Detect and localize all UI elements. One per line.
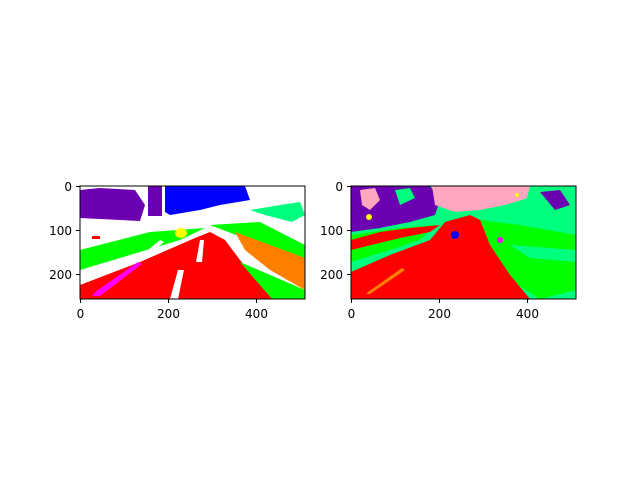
sign-blob xyxy=(515,193,519,197)
right-segmentation-image xyxy=(351,186,576,299)
y-tick-label: 0 xyxy=(335,180,343,194)
y-tick-label: 100 xyxy=(320,224,343,238)
road-stripe xyxy=(196,240,204,262)
y-tick-label: 100 xyxy=(49,224,72,238)
lane-marking xyxy=(92,262,142,296)
right-y-axis: 0 100 200 xyxy=(320,180,351,282)
building-pole xyxy=(148,186,162,216)
sky-region xyxy=(432,186,530,212)
fence-patch-right xyxy=(510,245,576,262)
vegetation-left xyxy=(80,228,205,270)
x-tick-label: 200 xyxy=(428,307,451,321)
x-tick-label: 200 xyxy=(157,307,180,321)
vegetation-right xyxy=(210,222,305,258)
right-x-axis: 0 200 400 xyxy=(348,299,539,321)
road-region xyxy=(80,232,275,299)
right-axes-frame xyxy=(350,185,577,300)
lane-marking xyxy=(366,268,405,294)
building-right xyxy=(540,190,570,210)
vegetation-bottom-right xyxy=(240,262,305,299)
sky-pred-patch xyxy=(360,188,380,210)
small-blob xyxy=(497,237,503,243)
left-y-axis: 0 100 200 xyxy=(49,180,80,282)
y-tick-label: 200 xyxy=(320,268,343,282)
sign-blob xyxy=(175,228,187,238)
building-region xyxy=(80,188,145,221)
x-tick-label: 400 xyxy=(245,307,268,321)
sign-blob xyxy=(366,214,372,220)
road-region xyxy=(351,215,530,299)
road-stripe xyxy=(148,240,164,252)
small-mark xyxy=(92,236,100,239)
x-tick-label: 0 xyxy=(348,307,356,321)
sky-region xyxy=(165,186,250,215)
fence-patch xyxy=(395,188,415,205)
small-blob xyxy=(451,231,459,239)
x-tick-label: 400 xyxy=(516,307,539,321)
x-tick-label: 0 xyxy=(77,307,85,321)
right-panel: 0 100 200 0 200 400 xyxy=(320,180,577,321)
vegetation-right xyxy=(480,220,576,299)
left-segmentation-image xyxy=(80,186,305,299)
y-tick-label: 200 xyxy=(49,268,72,282)
y-tick-label: 0 xyxy=(64,180,72,194)
left-panel: 0 100 200 0 200 400 xyxy=(49,180,306,321)
road-strip xyxy=(351,225,440,250)
left-axes-frame xyxy=(79,185,306,300)
left-x-axis: 0 200 400 xyxy=(77,299,268,321)
fence-right xyxy=(250,202,305,222)
road-stripe xyxy=(170,270,184,299)
terrain-region xyxy=(235,232,305,290)
